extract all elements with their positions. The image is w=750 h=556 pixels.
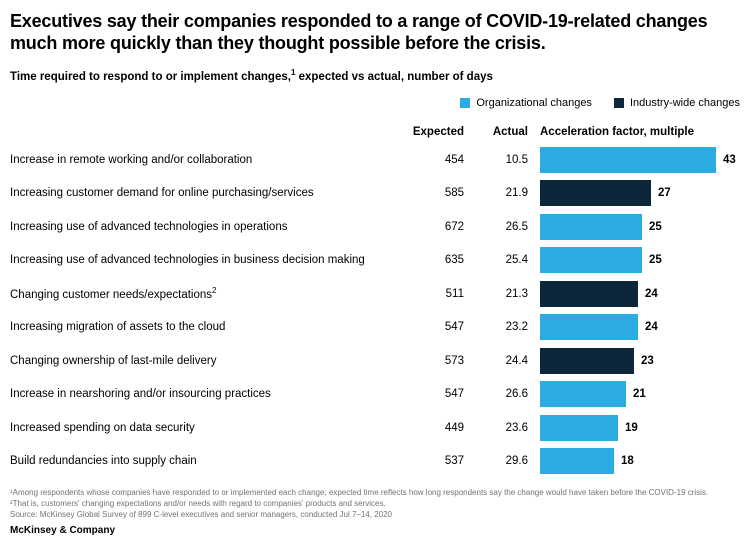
row-actual-value: 23.2 [505,321,528,334]
row-expected-value: 449 [444,421,464,434]
row-bar-area: 25 [528,247,740,274]
legend-label-industry-wide: Industry-wide changes [629,96,740,109]
row-expected-value: 454 [444,153,464,166]
row-expected-value: 573 [444,354,464,367]
row-label: Increasing use of advanced technologies … [10,254,365,267]
row-label: Increased spending on data security [10,421,195,434]
footnotes: ¹Among respondents whose companies have … [10,487,740,520]
chart-row: Increase in remote working and/or collab… [10,143,740,177]
row-actual-value: 26.5 [505,220,528,233]
legend-item-industry-wide: Industry-wide changes [613,96,740,109]
row-expected-value: 672 [444,220,464,233]
row-bar-area: 18 [528,448,740,475]
column-headers: Expected Actual Acceleration factor, mul… [10,123,740,141]
exhibit-title: Executives say their companies responded… [10,11,708,53]
row-bar-area: 19 [528,414,740,441]
row-acceleration-factor: 27 [658,187,671,200]
acceleration-bar [540,414,618,441]
row-label: Changing customer needs/expectations2 [10,286,217,301]
chart-row: Build redundancies into supply chain 537… [10,444,740,478]
row-actual-value: 10.5 [505,153,528,166]
row-acceleration-factor: 21 [633,388,646,401]
row-bar-area: 23 [528,347,740,374]
row-expected-value: 511 [445,287,464,300]
footnote-marker-1: 1 [290,68,296,77]
chart-row: Increased spending on data security 449 … [10,411,740,445]
row-acceleration-factor: 19 [625,421,638,434]
row-acceleration-factor: 24 [645,321,658,334]
row-bar-area: 43 [528,146,740,173]
row-actual-value: 24.4 [505,354,528,367]
row-expected-value: 547 [444,388,464,401]
exhibit-subtitle: Time required to respond to or implement… [10,68,740,83]
chart-rows: Increase in remote working and/or collab… [10,143,740,478]
row-actual-value: 26.6 [505,388,528,401]
subtitle-units: expected vs actual, number of days [295,70,493,83]
chart-row: Increase in nearshoring and/or insourcin… [10,377,740,411]
row-bar-area: 25 [528,213,740,240]
chart-row: Changing customer needs/expectations2 51… [10,277,740,311]
footnote-source: Source: McKinsey Global Survey of 899 C-… [10,509,392,519]
legend-item-organizational: Organizational changes [460,97,592,109]
row-actual-value: 29.6 [505,455,528,468]
row-label: Increasing customer demand for online pu… [10,187,314,200]
row-label: Increase in remote working and/or collab… [10,153,253,166]
footnote-1: ¹Among respondents whose companies have … [10,487,709,497]
row-acceleration-factor: 23 [641,354,654,367]
row-actual-value: 21.3 [505,287,528,300]
legend-swatch-organizational [460,97,471,108]
footnote-marker-2: 2 [212,286,217,296]
legend-label-organizational: Organizational changes [476,96,592,109]
row-label: Increasing use of advanced technologies … [10,220,288,233]
chart-row: Increasing customer demand for online pu… [10,176,740,210]
chart-row: Increasing use of advanced technologies … [10,243,740,277]
chart-row: Changing ownership of last-mile delivery… [10,344,740,378]
row-expected-value: 537 [444,455,464,468]
row-label: Build redundancies into supply chain [10,455,197,468]
row-label: Changing ownership of last-mile delivery [10,354,217,367]
row-bar-area: 21 [528,381,740,408]
chart-legend: Organizational changes Industry-wide cha… [10,97,740,109]
column-header-acceleration-factor: Acceleration factor, multiple [540,125,695,138]
row-acceleration-factor: 18 [621,455,634,468]
row-acceleration-factor: 25 [649,254,662,267]
footnote-2: ²That is, customers' changing expectatio… [10,498,386,508]
acceleration-bar [540,347,634,374]
acceleration-bar [540,381,626,408]
row-expected-value: 635 [444,254,464,267]
row-bar-area: 27 [528,180,740,207]
row-acceleration-factor: 25 [649,220,662,233]
acceleration-bar [540,314,638,341]
acceleration-bar [540,180,651,207]
acceleration-bar [540,448,614,475]
chart-row: Increasing migration of assets to the cl… [10,310,740,344]
row-actual-value: 21.9 [505,187,528,200]
column-header-actual: Actual [492,125,528,138]
acceleration-bar [540,247,642,274]
row-acceleration-factor: 43 [723,153,736,166]
acceleration-bar [540,146,716,173]
subtitle-measure: Time required to respond to or implement… [10,70,291,83]
legend-swatch-industry-wide [613,97,624,108]
mckinsey-wordmark: McKinsey & Company [10,524,116,536]
chart-row: Increasing use of advanced technologies … [10,210,740,244]
acceleration-bar [540,280,638,307]
row-label: Increasing migration of assets to the cl… [10,321,226,334]
row-acceleration-factor: 24 [645,287,658,300]
row-expected-value: 585 [444,187,464,200]
acceleration-bar [540,213,642,240]
row-actual-value: 25.4 [505,254,528,267]
row-label: Increase in nearshoring and/or insourcin… [10,388,271,401]
row-actual-value: 23.6 [505,421,528,434]
row-bar-area: 24 [528,314,740,341]
column-header-expected: Expected [412,125,464,138]
row-expected-value: 547 [444,321,464,334]
row-bar-area: 24 [528,280,740,307]
